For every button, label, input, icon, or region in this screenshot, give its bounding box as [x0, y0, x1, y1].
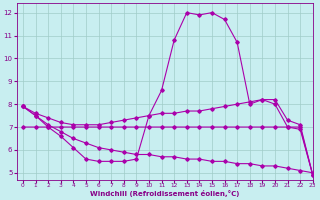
X-axis label: Windchill (Refroidissement éolien,°C): Windchill (Refroidissement éolien,°C)	[90, 190, 239, 197]
